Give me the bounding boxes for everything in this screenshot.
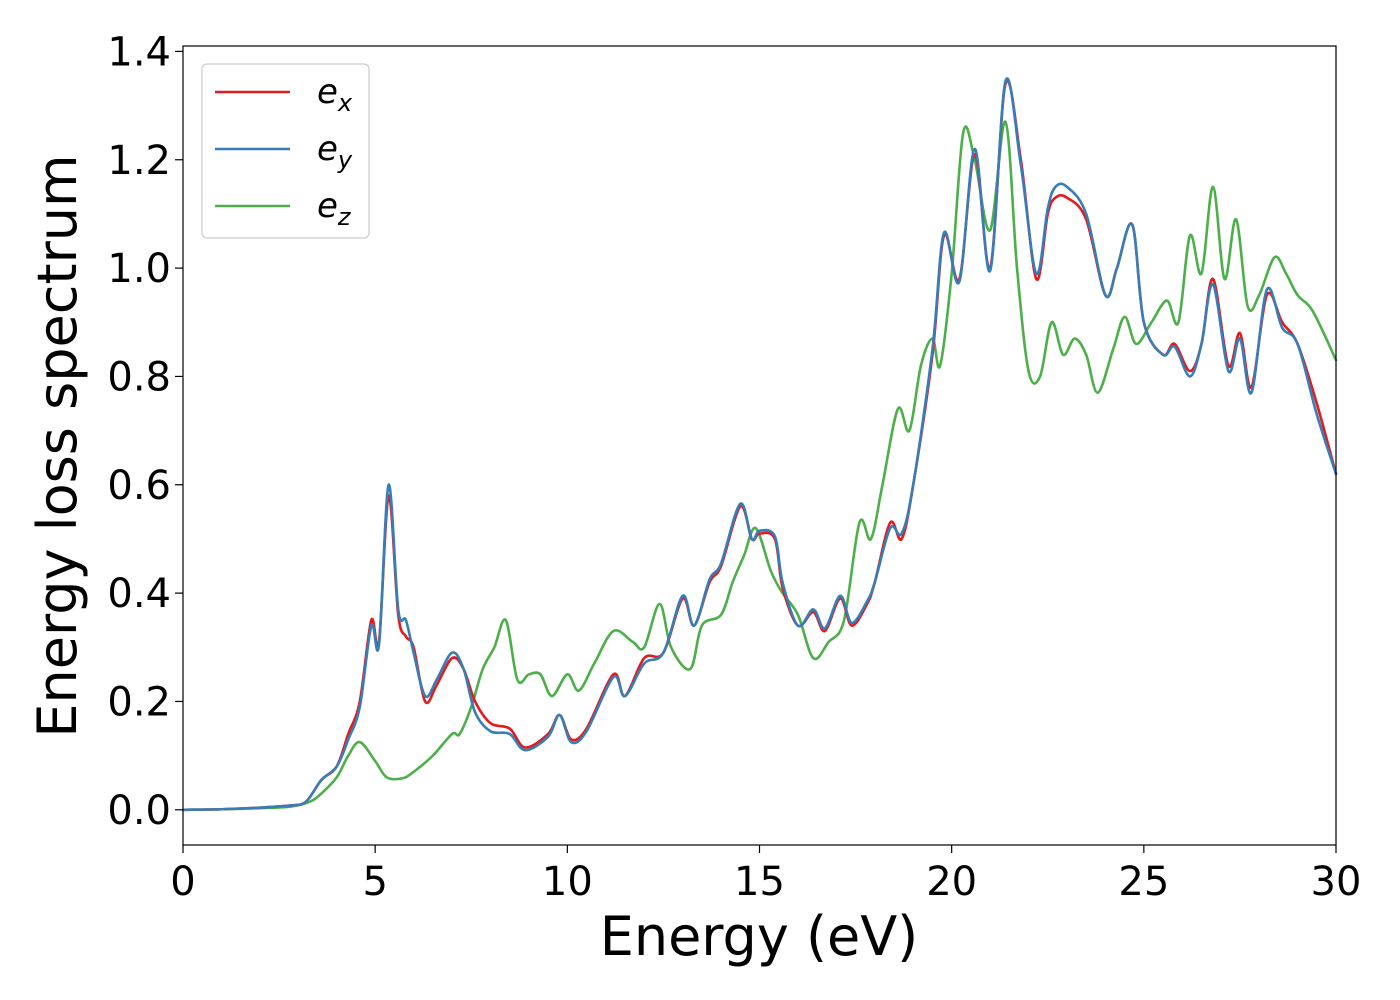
y-axis-label: Energy loss spectrum <box>26 154 89 737</box>
y-tick-label: 0.6 <box>107 463 171 509</box>
series-line-e-y <box>181 77 1338 812</box>
y-tick-label: 0.2 <box>107 679 171 725</box>
y-axis-ticks: 0.0 0.2 0.4 0.6 0.8 1.0 1.2 1.4 <box>107 29 183 834</box>
y-tick-label: 1.0 <box>107 246 171 292</box>
legend-entries: ex ey ez <box>215 72 353 231</box>
y-tick-label: 1.4 <box>107 29 171 75</box>
legend-label-e-x: ex <box>317 72 353 117</box>
x-tick-label: 30 <box>1311 859 1362 905</box>
x-tick-label: 5 <box>362 859 387 905</box>
series-line-e-z <box>181 120 1338 812</box>
legend-label-e-y: ey <box>317 129 353 174</box>
legend-box <box>201 63 370 239</box>
legend: ex ey ez <box>201 63 370 239</box>
x-tick-label: 10 <box>542 859 593 905</box>
x-tick-label: 20 <box>926 859 977 905</box>
y-tick-label: 0.4 <box>107 571 171 617</box>
x-axis-ticks: 0 5 10 15 20 25 30 <box>170 845 1361 905</box>
series-layer <box>181 77 1338 812</box>
x-tick-label: 15 <box>734 859 785 905</box>
x-tick-label: 0 <box>170 859 195 905</box>
y-tick-label: 0.8 <box>107 354 171 400</box>
x-axis-label: Energy (eV) <box>600 905 919 968</box>
legend-label-e-z: ez <box>317 186 352 231</box>
y-tick-label: 0.0 <box>107 788 171 834</box>
x-tick-label: 25 <box>1118 859 1169 905</box>
y-tick-label: 1.2 <box>107 138 171 184</box>
